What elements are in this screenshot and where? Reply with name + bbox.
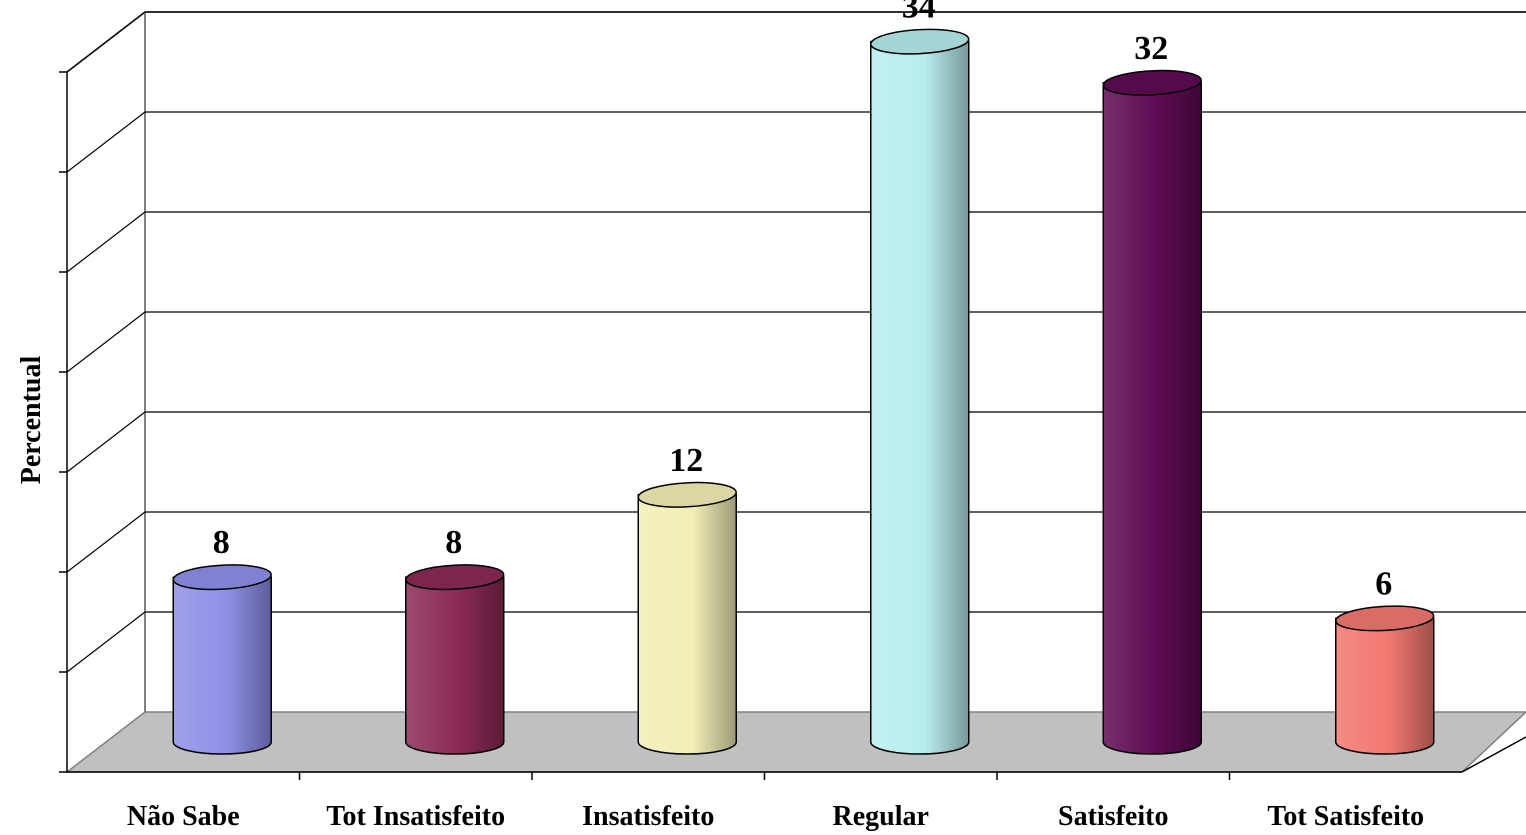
bar-top — [405, 564, 505, 591]
bar-0: 8 — [172, 524, 272, 755]
bar-top — [870, 28, 970, 55]
bar-4: 32 — [1102, 30, 1202, 755]
bar-top — [172, 564, 272, 591]
gridline-side — [66, 411, 146, 473]
x-tick-label: Tot Satisfeito — [1267, 801, 1424, 832]
x-tick-label: Tot Insatisfeito — [326, 801, 505, 832]
bar-body — [637, 494, 737, 755]
chart-frame — [64, 11, 1526, 773]
bar-5: 6 — [1335, 565, 1435, 755]
bar-body — [405, 576, 505, 755]
x-tick-label: Insatisfeito — [582, 801, 714, 832]
gridline-side — [66, 311, 146, 373]
data-label: 8 — [213, 524, 230, 561]
gridline-side — [66, 111, 146, 173]
data-label: 12 — [669, 442, 703, 479]
data-label: 32 — [1134, 30, 1168, 67]
data-label: 34 — [902, 0, 936, 26]
gridline-side — [66, 611, 146, 673]
bar-body — [1102, 82, 1202, 755]
floor-plane — [64, 711, 1526, 773]
data-label: 8 — [445, 524, 462, 561]
bar-top — [637, 481, 737, 508]
data-label: 6 — [1375, 565, 1392, 602]
x-tick-label: Satisfeito — [1058, 801, 1168, 832]
bar-top — [1335, 605, 1435, 632]
x-axis-tick-labels: Não Sabe Tot Insatisfeito Insatisfeito Regu… — [127, 801, 1424, 832]
bar-body — [1335, 617, 1435, 755]
gridline-side — [66, 11, 146, 73]
bar-body — [172, 576, 272, 755]
x-tick-label: Regular — [833, 801, 929, 832]
gridlines — [59, 11, 1526, 780]
bar-2: 12 — [637, 442, 737, 755]
bar-1: 8 — [405, 524, 505, 755]
bar-3: 34 — [870, 0, 970, 755]
bar-top — [1102, 69, 1202, 96]
floor-right-edge — [1461, 736, 1526, 773]
gridline-side — [66, 511, 146, 573]
y-axis-label: Percentual — [16, 356, 47, 485]
gridline-side — [66, 211, 146, 273]
bar-body — [870, 40, 970, 755]
x-tick-label: Não Sabe — [127, 801, 240, 832]
bars: 8 8 12 34 32 6 — [172, 0, 1435, 755]
